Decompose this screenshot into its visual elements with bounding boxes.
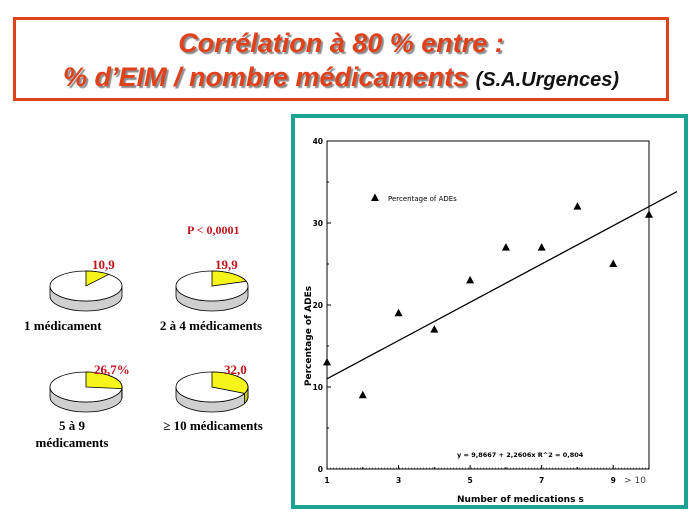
pie-value-4: 32,0 — [224, 362, 247, 377]
x-tick-label: 9 — [611, 476, 616, 485]
title-box: Corrélation à 80 % entre : % d’EIM / nom… — [13, 17, 669, 101]
x-tick-label: 3 — [396, 476, 401, 485]
x-axis-label: Number of medications s — [457, 495, 584, 505]
pie-slice-side-4 — [244, 386, 249, 405]
y-axis-label: Percentage of ADEs — [304, 286, 314, 386]
plot-area — [326, 140, 650, 470]
pie-value-3: 26,7% — [94, 362, 130, 377]
pie-chart-3 — [49, 371, 123, 413]
y-tick-label: 40 — [313, 137, 323, 146]
data-point — [501, 243, 510, 251]
x-tick-label: 1 — [324, 476, 329, 485]
pie-value-1: 10,9 — [92, 257, 115, 272]
pie-label-4: ≥ 10 médicaments — [163, 418, 263, 433]
data-point — [358, 390, 367, 399]
axis-ticks: 0 10 20 30 40 1 3 5 7 9 > 10 — [313, 137, 647, 486]
title-line-2: % d’EIM / nombre médicaments (S.A.Urgenc… — [16, 62, 666, 93]
data-point — [537, 243, 546, 251]
y-tick-label: 10 — [313, 383, 323, 392]
p-value: P < 0,0001 — [187, 223, 240, 237]
pie-chart-2 — [175, 270, 249, 312]
pie-slice-3 — [85, 371, 123, 390]
y-tick-label: 20 — [313, 301, 323, 310]
pie-label-1: 1 médicament — [24, 318, 102, 333]
data-point — [430, 325, 439, 333]
title-line-1: Corrélation à 80 % entre : — [178, 28, 504, 58]
data-point — [394, 308, 403, 317]
legend-label: Percentage of ADEs — [388, 195, 457, 203]
scatter-chart: 0 10 20 30 40 1 3 5 7 9 > 10 Percentage of ADEs y … — [304, 137, 678, 505]
pie-slice-2 — [211, 270, 247, 287]
regression-line — [326, 191, 678, 380]
y-tick-label: 30 — [313, 219, 323, 228]
pie-group — [49, 270, 249, 413]
y-tick-label: 0 — [318, 465, 323, 474]
pie-label-3: 5 à 9 médicaments — [35, 418, 109, 450]
x-tick-label: 5 — [468, 476, 473, 485]
pie-slice-1 — [85, 270, 110, 287]
pie-chart-1 — [49, 270, 123, 312]
data-point — [609, 259, 618, 267]
pie-value-2: 19,9 — [215, 257, 238, 272]
x-tick-label: 7 — [539, 476, 544, 485]
data-points — [323, 202, 653, 399]
title-main: % d’EIM / nombre médicaments — [63, 62, 469, 92]
data-point — [466, 275, 475, 284]
data-point — [573, 202, 582, 210]
legend: Percentage of ADEs — [371, 193, 457, 203]
data-point — [645, 210, 653, 218]
chart-frame: 0 10 20 30 40 1 3 5 7 9 > 10 Percentage of ADEs y … — [291, 114, 688, 509]
x-tick-label-over-10: > 10 — [624, 476, 646, 486]
title-source: (S.A.Urgences) — [475, 69, 619, 91]
pie-label-2: 2 à 4 médicaments — [159, 318, 263, 333]
pie-chart-4 — [175, 371, 249, 413]
legend-marker — [371, 193, 379, 201]
data-point — [323, 357, 331, 366]
regression-equation: y = 9,8667 + 2,2606x R^2 = 0,804 — [457, 451, 584, 459]
